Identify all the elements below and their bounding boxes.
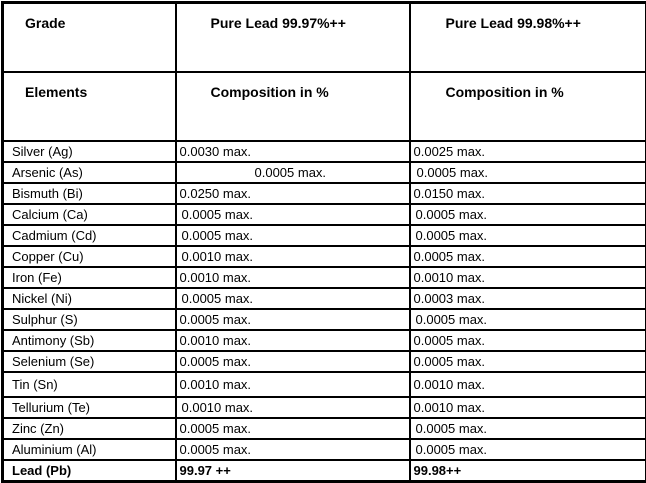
element-name: Arsenic (As): [3, 162, 176, 183]
grade-label: Grade: [3, 3, 176, 73]
elements-label: Elements: [3, 72, 176, 141]
table-row: Tellurium (Te) 0.0010 max. 0.0010 max.: [3, 397, 646, 418]
value-9998: 0.0005 max.: [410, 246, 646, 267]
table-row: Antimony (Sb) 0.0010 max. 0.0005 max.: [3, 330, 646, 351]
table-row: Cadmium (Cd) 0.0005 max. 0.0005 max.: [3, 225, 646, 246]
value-9998: 0.0010 max.: [410, 372, 646, 397]
value-9998: 0.0150 max.: [410, 183, 646, 204]
element-name: Copper (Cu): [3, 246, 176, 267]
value-9997: 0.0005 max.: [176, 418, 410, 439]
lead-total-row: Lead (Pb) 99.97 ++ 99.98++: [3, 460, 646, 482]
value-9997: 0.0005 max.: [176, 439, 410, 460]
value-9998: 0.0005 max.: [410, 225, 646, 246]
table-row: Tin (Sn) 0.0010 max. 0.0010 max.: [3, 372, 646, 397]
value-9997: 0.0005 max.: [176, 309, 410, 330]
table-row: Nickel (Ni) 0.0005 max. 0.0003 max.: [3, 288, 646, 309]
table-row: Aluminium (Al) 0.0005 max. 0.0005 max.: [3, 439, 646, 460]
value-9997: 0.0005 max.: [176, 288, 410, 309]
element-name: Lead (Pb): [3, 460, 176, 482]
element-name: Tellurium (Te): [3, 397, 176, 418]
value-9998: 0.0005 max.: [410, 204, 646, 225]
composition-9997-header: Composition in %: [176, 72, 410, 141]
value-9998: 0.0005 max.: [410, 439, 646, 460]
value-9997: 0.0010 max.: [176, 397, 410, 418]
table-row: Bismuth (Bi) 0.0250 max. 0.0150 max.: [3, 183, 646, 204]
value-9997: 0.0010 max.: [176, 246, 410, 267]
value-9998: 0.0005 max.: [410, 418, 646, 439]
element-name: Silver (Ag): [3, 141, 176, 162]
grade-9997-header: Pure Lead 99.97%++: [176, 3, 410, 73]
value-9997: 0.0005 max.: [176, 162, 410, 183]
element-name: Nickel (Ni): [3, 288, 176, 309]
table-row: Copper (Cu) 0.0010 max. 0.0005 max.: [3, 246, 646, 267]
element-name: Tin (Sn): [3, 372, 176, 397]
element-name: Bismuth (Bi): [3, 183, 176, 204]
table-row: Arsenic (As) 0.0005 max. 0.0005 max.: [3, 162, 646, 183]
element-name: Selenium (Se): [3, 351, 176, 372]
element-name: Cadmium (Cd): [3, 225, 176, 246]
value-9998: 0.0005 max.: [410, 309, 646, 330]
element-name: Iron (Fe): [3, 267, 176, 288]
element-name: Zinc (Zn): [3, 418, 176, 439]
value-9997: 0.0250 max.: [176, 183, 410, 204]
value-9997: 0.0010 max.: [176, 267, 410, 288]
value-9997: 0.0005 max.: [176, 351, 410, 372]
value-9998: 0.0005 max.: [410, 330, 646, 351]
element-name: Aluminium (Al): [3, 439, 176, 460]
table-row: Silver (Ag) 0.0030 max. 0.0025 max.: [3, 141, 646, 162]
value-9997: 0.0010 max.: [176, 330, 410, 351]
table-row: Calcium (Ca) 0.0005 max. 0.0005 max.: [3, 204, 646, 225]
value-9998: 0.0010 max.: [410, 397, 646, 418]
value-9997: 99.97 ++: [176, 460, 410, 482]
value-9998: 99.98++: [410, 460, 646, 482]
table-row: Iron (Fe) 0.0010 max. 0.0010 max.: [3, 267, 646, 288]
value-9997: 0.0010 max.: [176, 372, 410, 397]
value-9998: 0.0025 max.: [410, 141, 646, 162]
table-row: Zinc (Zn) 0.0005 max. 0.0005 max.: [3, 418, 646, 439]
value-9998: 0.0010 max.: [410, 267, 646, 288]
grade-9998-header: Pure Lead 99.98%++: [410, 3, 646, 73]
element-name: Calcium (Ca): [3, 204, 176, 225]
value-9998: 0.0003 max.: [410, 288, 646, 309]
table-row: Sulphur (S) 0.0005 max. 0.0005 max.: [3, 309, 646, 330]
value-9998: 0.0005 max.: [410, 351, 646, 372]
value-9997: 0.0030 max.: [176, 141, 410, 162]
value-9997: 0.0005 max.: [176, 225, 410, 246]
composition-9998-header: Composition in %: [410, 72, 646, 141]
element-name: Sulphur (S): [3, 309, 176, 330]
value-9997: 0.0005 max.: [176, 204, 410, 225]
value-9998: 0.0005 max.: [410, 162, 646, 183]
elements-header-row: Elements Composition in % Composition in…: [3, 72, 646, 141]
element-name: Antimony (Sb): [3, 330, 176, 351]
grade-header-row: Grade Pure Lead 99.97%++ Pure Lead 99.98…: [3, 3, 646, 73]
table-row: Selenium (Se) 0.0005 max. 0.0005 max.: [3, 351, 646, 372]
